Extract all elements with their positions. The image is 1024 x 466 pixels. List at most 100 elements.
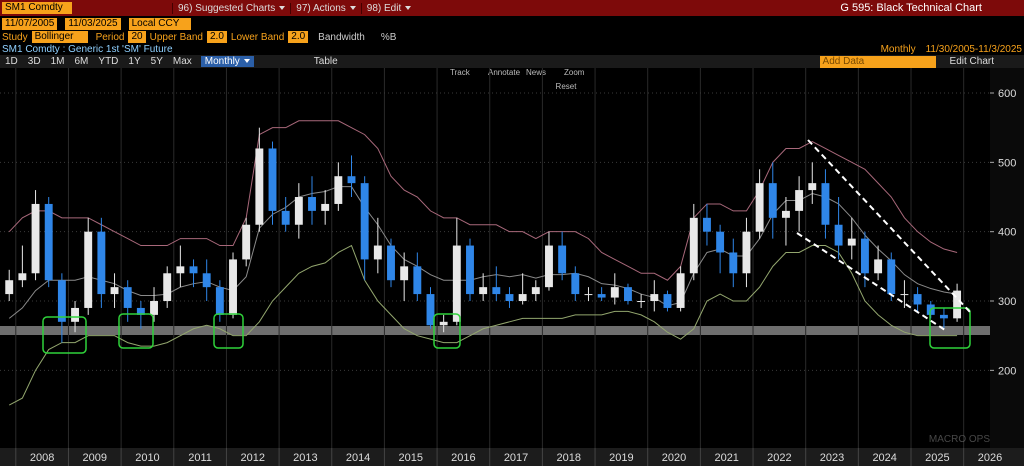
x-tick-label: 2022 (767, 452, 791, 464)
menu[interactable]: 97) Actions (290, 2, 360, 14)
tool-button[interactable]: Zoom (564, 68, 585, 77)
highlight-box (42, 316, 87, 354)
candle-body (400, 266, 409, 281)
period-button[interactable]: 1M (50, 56, 65, 67)
tool-button[interactable]: Track (450, 68, 471, 77)
candle-body (729, 252, 738, 274)
candle-body (663, 294, 672, 308)
x-tick-label: 2018 (556, 452, 580, 464)
candle-body (255, 148, 264, 225)
add-data-input[interactable]: Add Data (819, 55, 936, 68)
x-tick-label: 2009 (83, 452, 107, 464)
reset-button[interactable]: Reset (556, 82, 578, 91)
security-input[interactable]: SM1 Comdty (2, 2, 72, 14)
upper-input[interactable]: 2.0 (206, 31, 227, 43)
study-select[interactable]: Bollinger (31, 31, 88, 43)
bandwidth-check[interactable]: Bandwidth (318, 31, 365, 43)
study-bar: Study Bollinger Period 20 Upper Band 2.0… (0, 31, 1024, 43)
upper-label: Upper Band (149, 31, 203, 43)
frequency-button[interactable]: Monthly (200, 56, 254, 67)
candle-body (373, 245, 382, 260)
candle-body (821, 183, 830, 225)
trend-line (796, 232, 946, 331)
candle-body (531, 287, 540, 295)
menu[interactable]: 96) Suggested Charts (172, 2, 290, 14)
candle-body (466, 245, 474, 295)
x-tick-label: 2021 (714, 452, 738, 464)
candle-body (202, 273, 211, 288)
candle-body (110, 287, 119, 295)
period-button[interactable]: YTD (98, 56, 119, 67)
candle-body (97, 231, 106, 295)
candle-body (5, 280, 14, 295)
menu[interactable]: 98) Edit (360, 2, 416, 14)
start-date[interactable]: 11/07/2005 (2, 18, 58, 30)
watermark: MACRO OPS (929, 434, 990, 445)
description: SM1 Comdty : Generic 1st 'SM' Future (2, 43, 173, 55)
lower-label: Lower Band (230, 31, 285, 43)
candle-body (439, 321, 448, 326)
band-upper (8, 120, 958, 281)
x-tick-label: 2016 (451, 452, 475, 464)
y-tick-label: 400 (998, 227, 1016, 239)
edit-chart-button[interactable]: Edit Chart (949, 56, 994, 67)
x-tick-label: 2019 (609, 452, 633, 464)
candle-body (768, 183, 777, 218)
highlight-box (213, 313, 244, 349)
period-button[interactable]: 1Y (128, 56, 141, 67)
period-button[interactable]: Max (172, 56, 192, 67)
x-tick-label: 2017 (504, 452, 528, 464)
candle-body (874, 259, 883, 274)
candle-body (189, 266, 198, 274)
candle-body (215, 287, 224, 315)
candle-body (610, 287, 619, 298)
x-tick-label: 2024 (872, 452, 896, 464)
period-button[interactable]: 6M (74, 56, 89, 67)
period-button[interactable]: 1D (5, 56, 18, 67)
controls-bar: 1D 3D 1M 6M YTD 1Y 5Y Max Monthly Table Add Dat… (0, 55, 1024, 68)
tool-button[interactable]: News (526, 68, 546, 77)
highlight-box (118, 313, 154, 349)
candle-body (163, 273, 172, 302)
currency-select[interactable]: Local CCY (128, 18, 191, 30)
candle-body (492, 287, 501, 295)
x-tick-label: 2015 (399, 452, 423, 464)
candle-body (347, 176, 356, 184)
candle-body (689, 217, 698, 274)
candle-body (676, 273, 685, 308)
x-axis-strip (0, 448, 1024, 466)
period-buttons: 1D 3D 1M 6M YTD 1Y 5Y Max (0, 56, 197, 67)
period-button[interactable]: 3D (27, 56, 41, 67)
header-bar: SM1 Comdty : Generic 1st 'SM' Future Mon… (0, 43, 1024, 55)
x-tick-label: 2008 (30, 452, 54, 464)
candle-body (584, 294, 593, 296)
band-lower (8, 244, 958, 406)
candle-body (887, 259, 896, 295)
candle-body (834, 224, 843, 246)
y-tick-label: 200 (998, 365, 1016, 377)
candle-body (939, 314, 948, 319)
percent-b-check[interactable]: %B (380, 31, 397, 43)
candle-body (150, 301, 158, 315)
candle-body (505, 294, 514, 302)
end-date[interactable]: 11/03/2025 (65, 18, 121, 30)
table-button[interactable]: Table (313, 56, 338, 67)
y-tick-label: 500 (998, 157, 1016, 169)
menu-label: 97) Actions (296, 2, 346, 14)
lower-input[interactable]: 2.0 (288, 31, 309, 43)
candle-body (18, 273, 27, 281)
period-button[interactable]: 5Y (150, 56, 163, 67)
study-label: Study (2, 31, 28, 43)
tool-button[interactable]: Annotate (488, 68, 521, 77)
highlight-boxes (42, 307, 971, 354)
candle-body (268, 148, 277, 211)
candle-body (860, 238, 869, 274)
x-tick-label: 2020 (662, 452, 686, 464)
x-tick-label: 2025 (925, 452, 949, 464)
candle-body (57, 280, 66, 322)
period-input[interactable]: 20 (128, 31, 146, 43)
support-band (0, 326, 990, 335)
candle-body (321, 203, 330, 211)
candle-body (624, 287, 632, 302)
